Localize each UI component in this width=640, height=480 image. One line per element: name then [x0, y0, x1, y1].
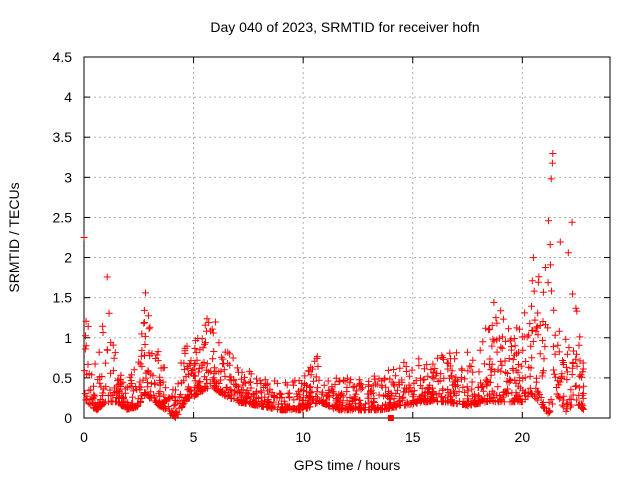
y-tick-label: 0.5	[53, 370, 73, 386]
plot-frame	[83, 56, 611, 419]
y-tick-label: 3	[64, 169, 72, 185]
x-tick-label: 5	[190, 429, 198, 445]
axis-ticks: 0 5 10 15 20 0 0.5 1 1.5 2 2.5 3 3.5 4 4.5	[53, 49, 610, 445]
chart-title: Day 040 of 2023, SRMTID for receiver hof…	[210, 19, 479, 35]
grid	[84, 57, 610, 418]
y-tick-label: 2	[64, 250, 72, 266]
x-axis-label: GPS time / hours	[294, 457, 401, 473]
y-tick-label: 2.5	[53, 209, 73, 225]
x-tick-label: 15	[405, 429, 421, 445]
x-tick-label: 0	[80, 429, 88, 445]
y-tick-label: 4	[64, 89, 72, 105]
series-gap-point	[387, 415, 394, 421]
series-srmtid-points	[80, 150, 588, 421]
y-tick-label: 1.5	[53, 290, 73, 306]
y-tick-label: 0	[64, 410, 72, 426]
y-axis-label: SRMTID / TECUs	[6, 182, 22, 292]
x-tick-label: 20	[515, 429, 531, 445]
y-tick-label: 3.5	[53, 129, 73, 145]
x-tick-label: 10	[295, 429, 311, 445]
y-tick-label: 1	[64, 330, 72, 346]
y-tick-label: 4.5	[53, 49, 73, 65]
data-points	[80, 150, 588, 421]
